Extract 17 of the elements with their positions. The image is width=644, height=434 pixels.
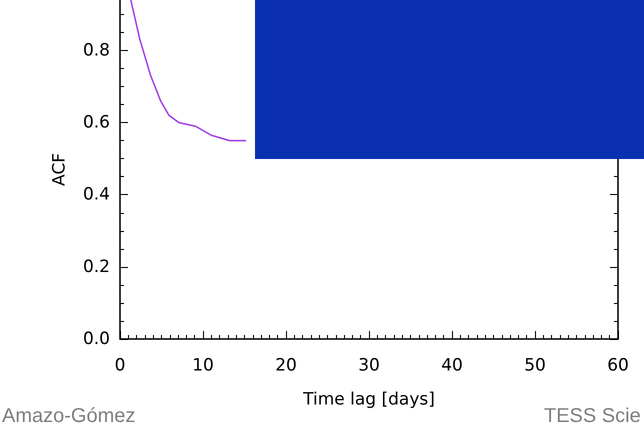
y-tick-label: 0.8 — [82, 40, 110, 60]
y-tick-label: 0.0 — [82, 329, 110, 349]
x-tick-label: 50 — [524, 356, 546, 376]
text: TESS Scie — [544, 405, 641, 427]
text: Amazo-Gómez — [2, 405, 136, 427]
y-tick-label: 0.4 — [82, 184, 110, 205]
x-tick-label: 60 — [607, 356, 629, 376]
y-tick-label: 0.6 — [82, 112, 110, 133]
x-tick-label: 30 — [358, 356, 380, 376]
y-tick-label: 0.2 — [82, 256, 110, 277]
x-tick-label: 0 — [114, 356, 126, 376]
x-axis-title: Time lag [days] — [302, 390, 435, 410]
y-axis-title: ACF — [50, 153, 70, 186]
x-tick-label: 10 — [192, 356, 214, 376]
line-series — [130, 0, 247, 142]
x-tick-label: 40 — [441, 356, 463, 376]
x-tick-label: 20 — [275, 356, 297, 376]
